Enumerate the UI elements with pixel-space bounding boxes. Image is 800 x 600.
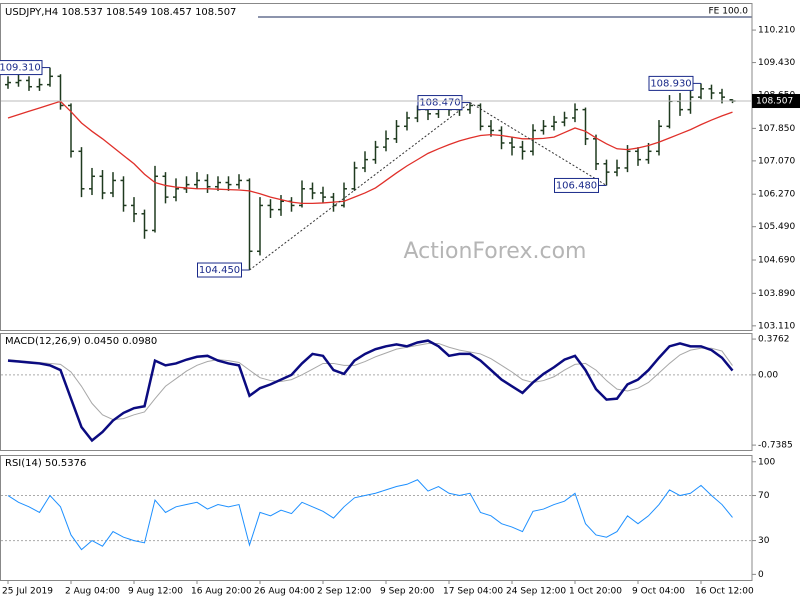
x-tick-label: 24 Sep 12:00: [506, 587, 566, 597]
fe-label: FE 100.0: [709, 7, 749, 17]
rsi-title: RSI(14) 50.5376: [5, 458, 86, 469]
y-tick-label: 70: [758, 491, 770, 501]
chart-title: USDJPY,H4 108.537 108.549 108.457 108.50…: [5, 7, 236, 18]
annotation-box: [554, 177, 599, 193]
panel-frame: [0, 455, 753, 581]
y-tick-label: 107.070: [758, 156, 795, 166]
trend-line: [469, 102, 607, 186]
y-tick-label: -0.7385: [758, 441, 793, 451]
y-tick-label: 103.110: [758, 321, 795, 331]
annotation-box: [648, 75, 694, 91]
x-tick-label: 26 Aug 04:00: [254, 587, 315, 597]
y-tick-label: 103.890: [758, 289, 795, 299]
macd-title: MACD(12,26,9) 0.0450 0.0980: [5, 336, 157, 347]
panel-frame: [0, 333, 753, 451]
y-tick-label: 105.490: [758, 222, 795, 232]
x-tick-label: 25 Jul 2019: [2, 587, 53, 597]
moving-average: [7, 100, 733, 205]
annotation-label: 104.450: [199, 265, 240, 276]
y-tick-label: 106.270: [758, 190, 795, 200]
panel-frame: [0, 3, 753, 331]
annotation-box: [0, 60, 43, 76]
x-tick-label: 1 Oct 20:00: [569, 587, 622, 597]
y-tick-label: 30: [758, 536, 770, 546]
x-tick-label: 9 Sep 20:00: [380, 587, 435, 597]
x-tick-label: 17 Sep 04:00: [443, 587, 503, 597]
y-tick-label: 100: [758, 457, 775, 467]
y-tick-label: 104.690: [758, 256, 795, 266]
annotation-box: [417, 95, 463, 111]
y-tick-label: 0.3762: [758, 335, 790, 345]
annotation-label: 106.480: [556, 180, 597, 191]
y-tick-label: 0.00: [758, 370, 778, 380]
x-tick-label: 16 Oct 12:00: [695, 587, 754, 597]
y-tick-label: 107.850: [758, 124, 795, 134]
last-price-box: [752, 94, 800, 109]
annotation-label: 108.930: [650, 78, 691, 89]
series-line: [7, 339, 734, 443]
annotation-label: 109.310: [0, 63, 41, 74]
x-tick-label: 2 Aug 04:00: [65, 587, 120, 597]
y-tick-label: 0: [758, 570, 764, 580]
annotation-label: 108.470: [419, 98, 460, 109]
x-tick-label: 2 Sep 12:00: [317, 587, 372, 597]
y-tick-label: 109.430: [758, 58, 795, 68]
x-tick-label: 9 Aug 12:00: [128, 587, 183, 597]
last-price-label: 108.507: [756, 97, 793, 107]
x-tick-label: 9 Oct 04:00: [632, 587, 685, 597]
watermark: ActionForex.com: [404, 239, 587, 264]
y-tick-label: 110.210: [758, 26, 795, 36]
annotation-box: [197, 262, 242, 278]
series-line: [7, 342, 733, 421]
x-tick-label: 16 Aug 20:00: [191, 587, 252, 597]
series-line: [7, 479, 733, 551]
